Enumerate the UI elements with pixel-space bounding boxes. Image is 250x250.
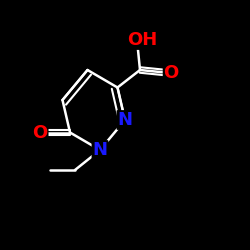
- Text: N: N: [92, 141, 108, 159]
- Text: O: O: [32, 124, 48, 142]
- Text: O: O: [164, 64, 179, 82]
- Text: N: N: [118, 111, 132, 129]
- Text: OH: OH: [128, 31, 158, 49]
